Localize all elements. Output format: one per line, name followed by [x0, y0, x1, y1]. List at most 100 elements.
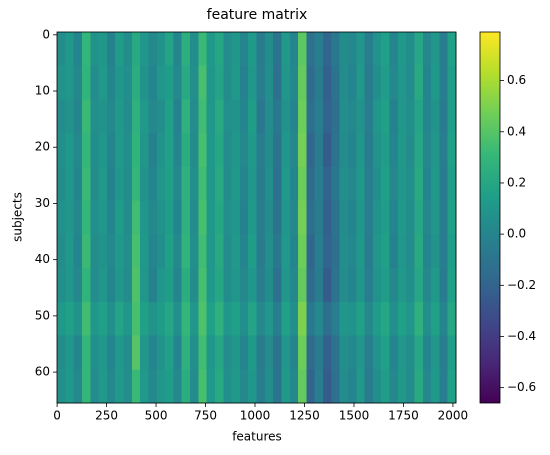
cell [156, 166, 166, 202]
cell [397, 268, 407, 303]
cell [314, 65, 324, 100]
cell [57, 200, 66, 235]
cell [306, 200, 316, 235]
colorbar-tick-label: 0.2 [507, 175, 526, 189]
cell [73, 32, 83, 67]
heatmap [57, 32, 457, 404]
cell [389, 133, 399, 168]
cell [372, 166, 382, 202]
cell [223, 335, 233, 370]
cell [406, 99, 415, 134]
cell [148, 268, 158, 303]
cell [256, 200, 266, 235]
cell [106, 65, 116, 100]
cell [422, 268, 432, 303]
colorbar-tick-label: −0.4 [507, 329, 536, 343]
cell [131, 335, 141, 370]
cell [73, 65, 83, 100]
cell [190, 369, 199, 404]
cell [281, 32, 291, 67]
cell [57, 268, 66, 303]
cell [98, 200, 108, 235]
cell [206, 234, 216, 269]
cell [206, 268, 216, 303]
cell [223, 369, 233, 404]
cell [214, 301, 224, 337]
cell [165, 234, 174, 269]
cell [364, 268, 374, 303]
cell [414, 301, 424, 337]
cell [281, 65, 291, 100]
cell [281, 234, 291, 269]
cell [389, 335, 399, 370]
cell [447, 99, 457, 134]
cell [306, 166, 316, 202]
cell [289, 32, 299, 67]
cell [214, 200, 224, 235]
cell [447, 65, 457, 100]
cell [131, 65, 141, 100]
cell [223, 32, 233, 67]
cell [406, 335, 415, 370]
cell [314, 200, 324, 235]
cell [57, 32, 66, 67]
cell [65, 166, 75, 202]
cell [422, 335, 432, 370]
cell [397, 234, 407, 269]
cell [298, 234, 307, 269]
cell [289, 335, 299, 370]
cell [231, 234, 241, 269]
cell [156, 268, 166, 303]
cell [306, 301, 316, 337]
cell [256, 268, 266, 303]
cell [439, 166, 449, 202]
cell [98, 335, 108, 370]
cell [248, 200, 257, 235]
cell [106, 369, 116, 404]
cell [406, 234, 415, 269]
cell [81, 32, 91, 67]
cell [248, 335, 257, 370]
cell [431, 166, 440, 202]
cell [98, 32, 108, 67]
cell [214, 369, 224, 404]
cell [123, 234, 133, 269]
cell [81, 369, 91, 404]
cell [331, 369, 341, 404]
cell [356, 301, 366, 337]
cell [57, 99, 66, 134]
cell [190, 32, 199, 67]
cell [115, 369, 124, 404]
cell [447, 166, 457, 202]
cell [281, 133, 291, 168]
cell [231, 99, 241, 134]
cell [331, 200, 341, 235]
cell [57, 234, 66, 269]
cell [165, 65, 174, 100]
cell [148, 301, 158, 337]
cell [190, 99, 199, 134]
cell [173, 335, 183, 370]
cell [397, 133, 407, 168]
cell [181, 133, 191, 168]
cell [406, 133, 415, 168]
cell [115, 301, 124, 337]
cell [190, 268, 199, 303]
cell [356, 234, 366, 269]
cell [364, 65, 374, 100]
cell [214, 32, 224, 67]
cell [206, 99, 216, 134]
cell [248, 301, 257, 337]
cell [381, 200, 390, 235]
cell [364, 301, 374, 337]
cell [439, 200, 449, 235]
cell [381, 369, 390, 404]
cell [140, 65, 149, 100]
cell [356, 133, 366, 168]
cell [148, 65, 158, 100]
cell [65, 335, 75, 370]
cell [298, 99, 307, 134]
y-tick-label: 60 [35, 365, 50, 379]
cell [422, 369, 432, 404]
cell [190, 166, 199, 202]
